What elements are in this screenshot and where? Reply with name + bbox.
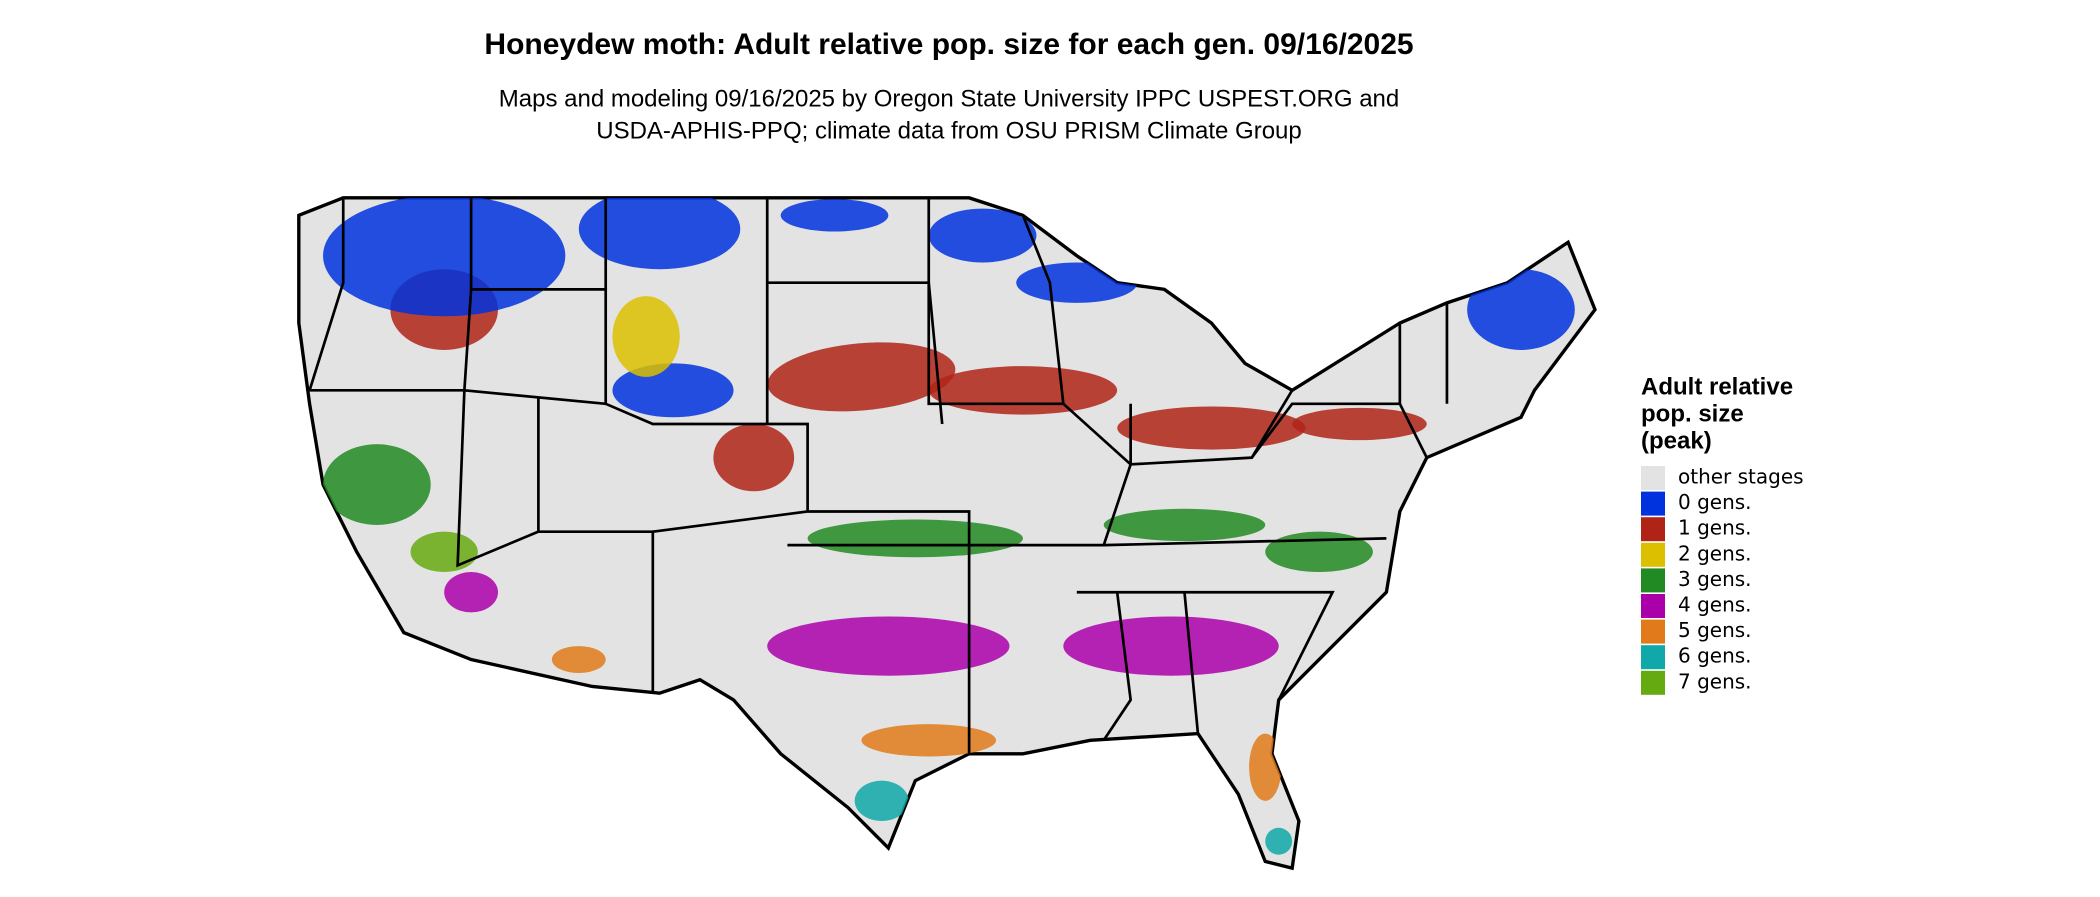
generation-area <box>1249 733 1282 801</box>
generation-area <box>767 342 956 412</box>
legend: Adult relative pop. size (peak) other st… <box>1641 373 1804 695</box>
legend-label: 2 gens. <box>1678 541 1752 565</box>
legend-swatch <box>1641 491 1665 516</box>
legend-label: 6 gens. <box>1678 644 1752 668</box>
legend-label: 7 gens. <box>1678 669 1752 693</box>
legend-label: 3 gens. <box>1678 567 1752 591</box>
legend-label: 1 gens. <box>1678 516 1752 540</box>
legend-swatch <box>1641 568 1665 593</box>
map-title: Honeydew moth: Adult relative pop. size … <box>484 28 1413 61</box>
state-borders <box>308 197 1449 754</box>
generation-area <box>444 572 499 613</box>
generation-area <box>780 199 889 232</box>
legend-label: 5 gens. <box>1678 618 1752 642</box>
legend-swatch <box>1641 517 1665 542</box>
generation-area <box>1103 508 1266 542</box>
legend-swatch <box>1641 645 1665 670</box>
legend-label: other stages <box>1678 465 1804 489</box>
generation-area <box>1467 269 1575 350</box>
generation-area <box>713 423 795 492</box>
generation-area <box>1063 616 1279 676</box>
generation-area <box>578 197 741 270</box>
generation-area <box>551 646 606 673</box>
legend-swatch <box>1641 542 1665 567</box>
legend-swatch <box>1641 670 1665 695</box>
us-map <box>297 196 1597 871</box>
map-subtitle: Maps and modeling 09/16/2025 by Oregon S… <box>499 85 1399 112</box>
generation-area <box>612 363 734 418</box>
generation-area <box>1265 827 1293 855</box>
generation-area <box>861 724 997 757</box>
legend-swatch <box>1641 594 1665 618</box>
legend-title: Adult relative <box>1641 373 1793 400</box>
generation-area <box>854 780 909 822</box>
generation-area <box>612 296 680 377</box>
legend-title: pop. size <box>1641 400 1744 427</box>
generation-area <box>323 197 566 317</box>
generation-area <box>1117 406 1306 450</box>
generation-area <box>928 366 1118 415</box>
legend-label: 0 gens. <box>1678 490 1752 514</box>
generation-area <box>1265 531 1373 573</box>
map-subtitle: USDA-APHIS-PPQ; climate data from OSU PR… <box>596 117 1302 144</box>
legend-swatch <box>1641 466 1665 490</box>
generation-area <box>807 519 1023 558</box>
generation-area <box>1292 407 1427 441</box>
generation-area <box>410 531 478 573</box>
generation-area <box>323 444 431 525</box>
legend-swatch <box>1641 619 1665 644</box>
legend-title: (peak) <box>1641 427 1712 454</box>
legend-label: 4 gens. <box>1678 593 1752 617</box>
generation-area <box>767 616 1010 676</box>
generation-area <box>928 208 1037 263</box>
